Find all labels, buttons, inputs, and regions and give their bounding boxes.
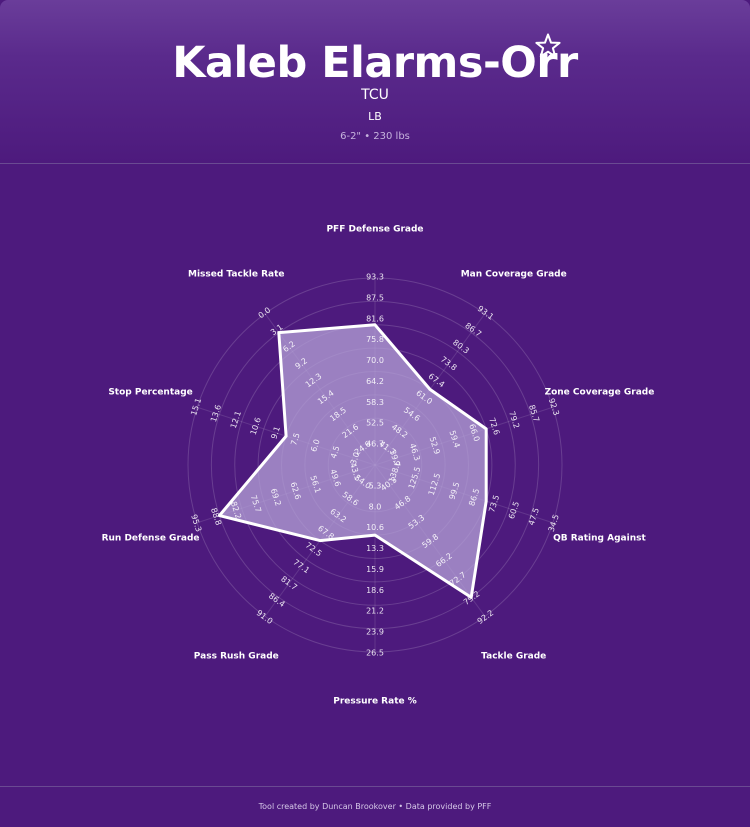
tick-label: 72.6 [487, 416, 501, 436]
tick-label: 12.1 [229, 410, 243, 430]
card-header: Kaleb Elarms-Orr TCU LB 6-2" • 230 lbs [0, 0, 750, 164]
tick-label: 64.2 [366, 377, 384, 386]
tick-label: 52.5 [366, 419, 384, 428]
tick-label: 91.0 [255, 608, 275, 626]
tick-label: 86.4 [267, 591, 287, 609]
tick-label: 9.1 [269, 425, 281, 440]
tick-label: 70.0 [366, 356, 384, 365]
axis-label: Run Defense Grade [102, 533, 200, 543]
player-measurements: 6-2" • 230 lbs [340, 131, 410, 142]
axis-label: QB Rating Against [553, 533, 646, 543]
tick-label: 5.3 [369, 481, 382, 490]
tick-label: 88.8 [209, 507, 223, 527]
tick-label: 21.2 [366, 607, 384, 616]
axis-label: Zone Coverage Grade [545, 388, 655, 398]
tick-label: 73.8 [439, 355, 459, 373]
tick-label: 8.0 [369, 502, 382, 511]
tick-label: 6.0 [309, 438, 321, 453]
grid-ring [187, 277, 563, 653]
tick-label: 34.5 [547, 513, 561, 533]
tick-label: 10.6 [249, 416, 263, 436]
axis-label: Pressure Rate % [333, 697, 417, 707]
star-outline-icon[interactable] [535, 33, 561, 59]
tick-label: 79.2 [507, 410, 521, 430]
tick-label: 10.6 [366, 523, 384, 532]
tick-label: 81.6 [366, 314, 384, 323]
axis-label: Stop Percentage [108, 388, 192, 398]
grid-ring [210, 300, 540, 630]
tick-label: 92.3 [547, 397, 561, 417]
tick-label: 80.3 [451, 338, 471, 356]
tick-label: 58.3 [366, 398, 384, 407]
tick-label: 85.7 [527, 404, 541, 424]
tick-label: 15.1 [189, 397, 203, 417]
tick-label: 95.3 [189, 513, 203, 533]
tick-label: 73.5 [487, 494, 501, 514]
tick-label: 81.7 [279, 574, 299, 592]
axis-label: Pass Rush Grade [194, 651, 279, 661]
tick-label: 77.1 [291, 558, 311, 576]
axis-label: Tackle Grade [481, 651, 546, 661]
axis-label: Missed Tackle Rate [188, 270, 285, 280]
tick-label: 7.5 [289, 432, 301, 447]
player-school: TCU [361, 87, 389, 103]
tick-label: 18.6 [366, 586, 384, 595]
axis-label: Man Coverage Grade [461, 270, 567, 280]
tick-label: 47.5 [527, 507, 541, 527]
radar-chart: 93.3 87.5 81.6 75.8 70.0 64.2 58.3 52.5 46.7 PFF … [102, 225, 655, 707]
tick-label: 4.5 [329, 445, 341, 460]
tick-label: 86.7 [463, 321, 483, 339]
axis-label: PFF Defense Grade [326, 225, 423, 235]
tick-label: 72.5 [304, 541, 324, 559]
footer: Tool created by Duncan Brookover • Data … [0, 786, 750, 819]
player-position: LB [368, 110, 382, 123]
tick-label: 23.9 [366, 628, 384, 637]
tick-label: 26.5 [366, 649, 384, 658]
tick-label: 60.5 [507, 500, 521, 520]
tick-label: 13.3 [366, 544, 384, 553]
tick-label: 46.7 [366, 440, 384, 449]
player-name: Kaleb Elarms-Orr [172, 38, 578, 88]
footer-credit: Tool created by Duncan Brookover • Data … [258, 802, 492, 811]
tick-label: 15.9 [366, 565, 384, 574]
tick-label: 3.0 [349, 451, 361, 466]
tick-label: 87.5 [366, 293, 384, 302]
tick-label: 13.6 [209, 404, 223, 424]
tick-label: 93.3 [366, 273, 384, 282]
tick-label: 75.8 [366, 335, 384, 344]
data-polygon [217, 323, 488, 599]
